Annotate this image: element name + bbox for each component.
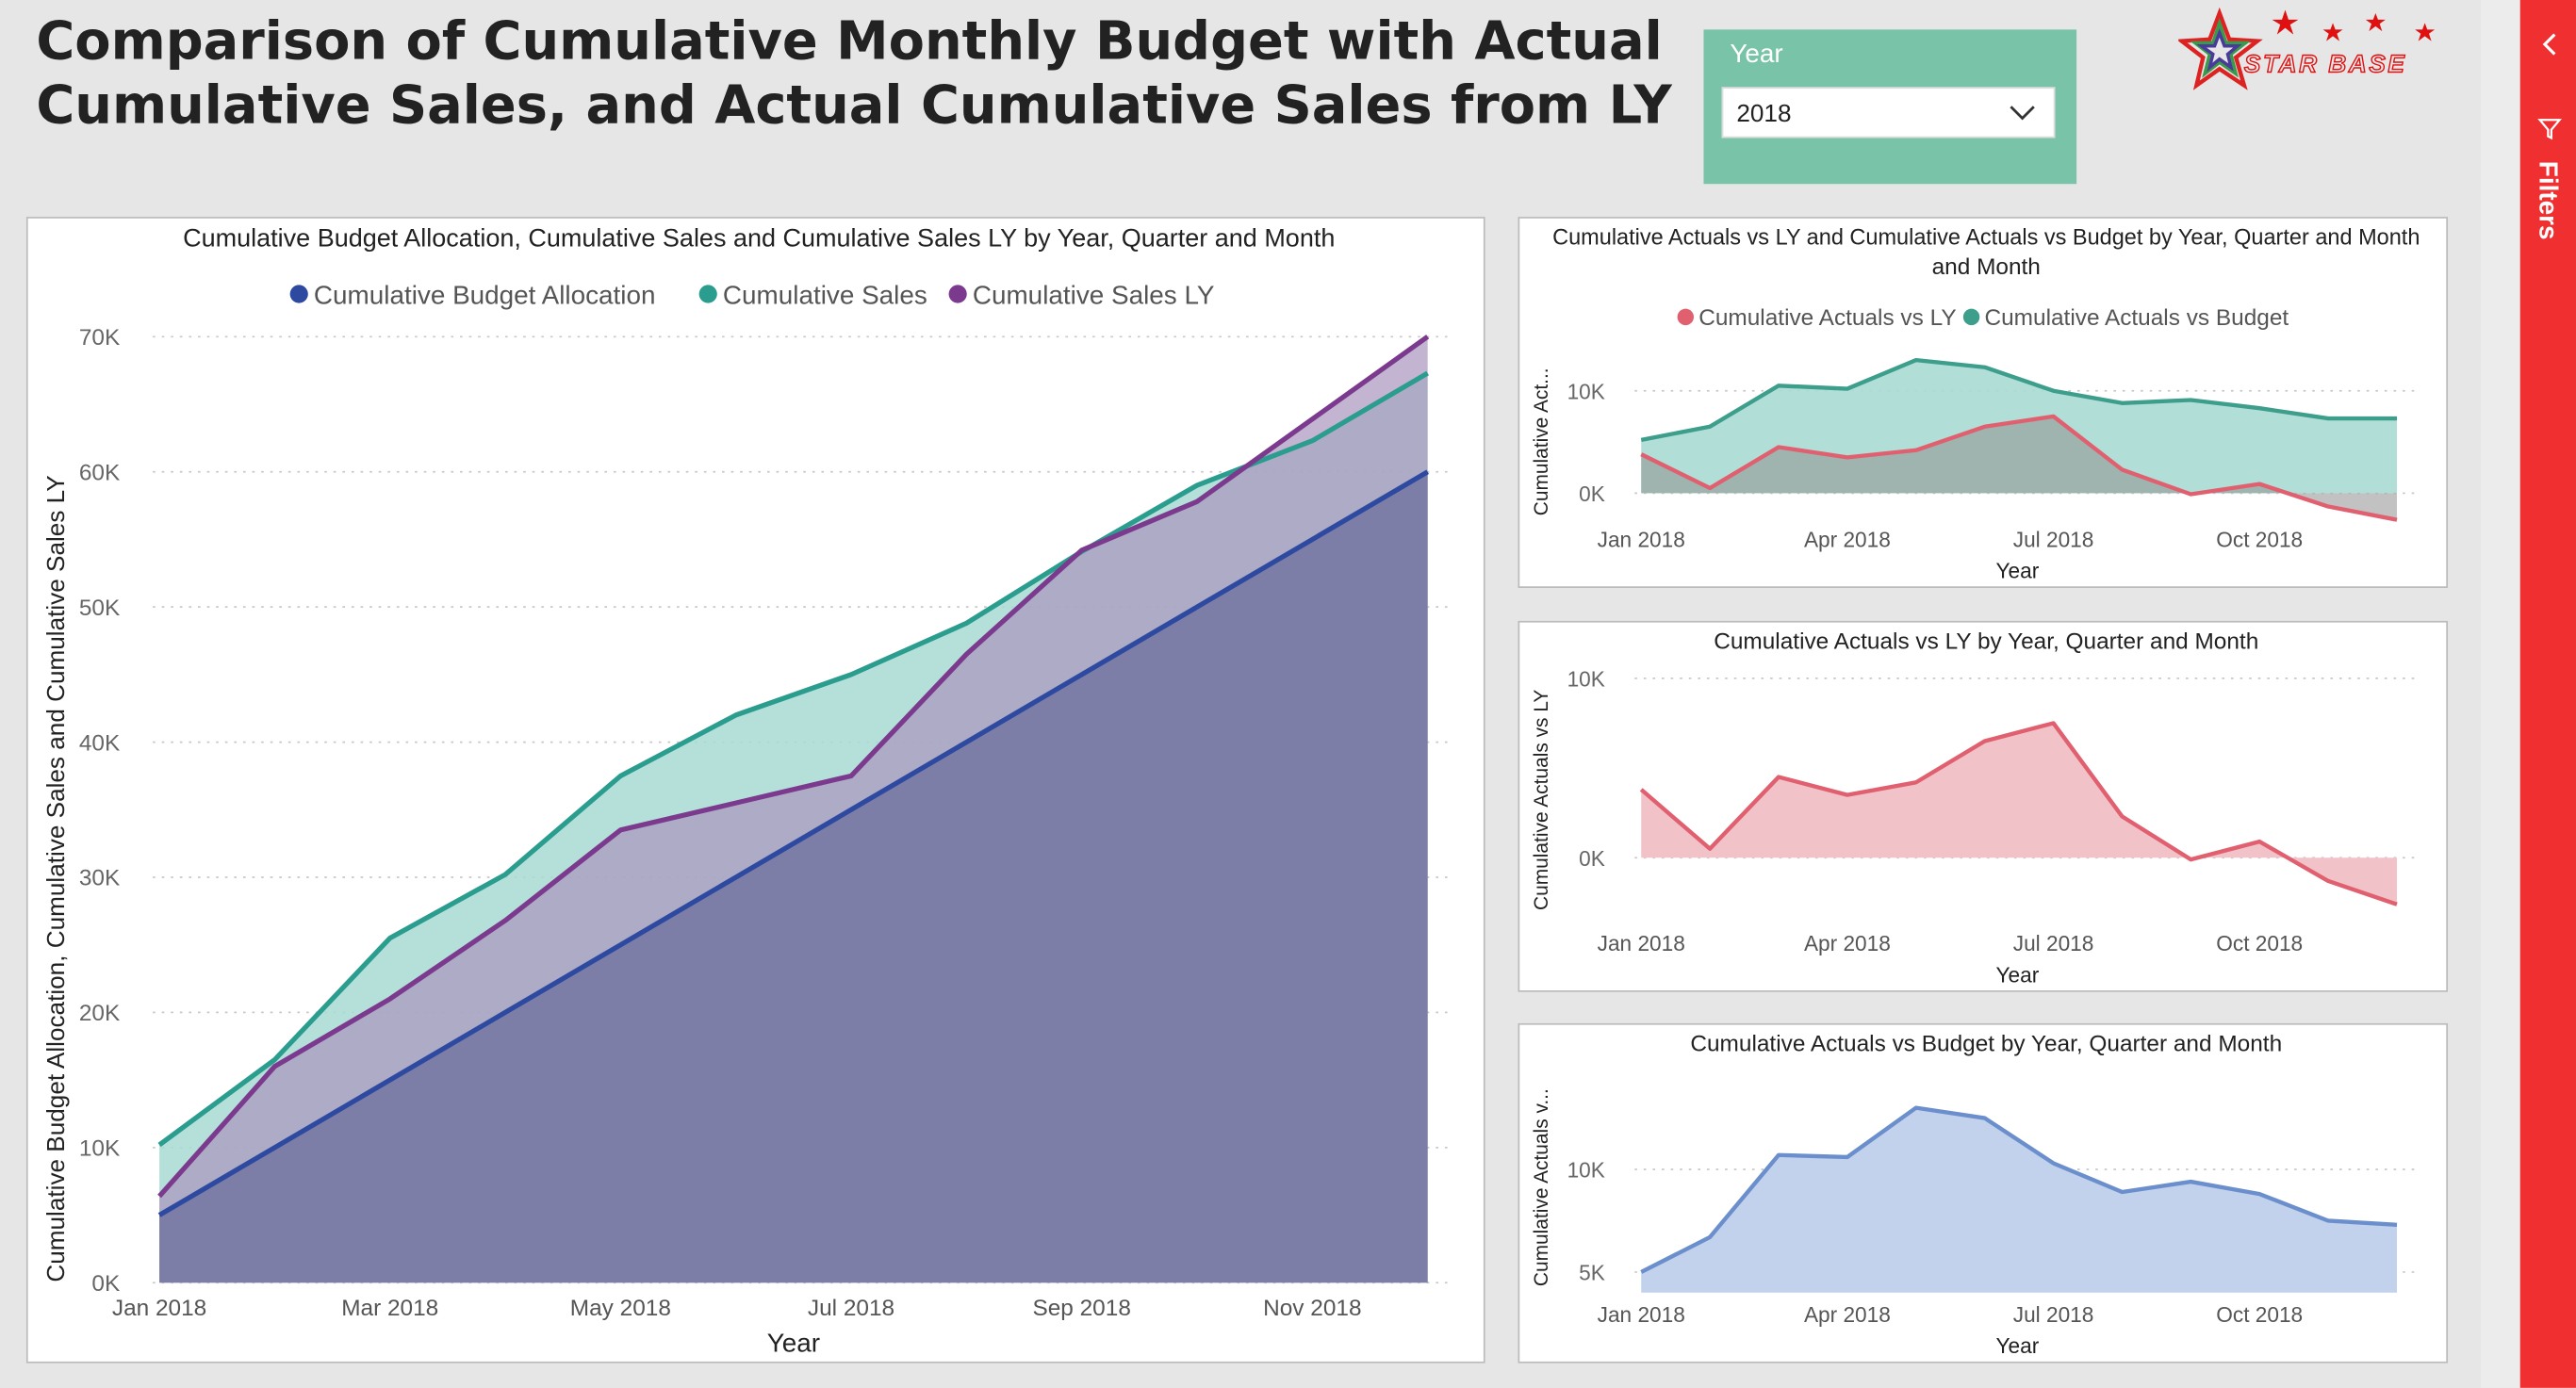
- legend-marker-vs-ly: [1677, 308, 1695, 326]
- legend-label-sales: Cumulative Sales: [723, 280, 927, 309]
- x-tick-label: Jul 2018: [2013, 527, 2094, 551]
- legend-marker-sales-ly: [948, 285, 967, 303]
- chevron-down-icon: [2010, 106, 2035, 121]
- chart-title: Cumulative Actuals vs Budget by Year, Qu…: [1690, 1032, 2282, 1057]
- x-tick-label: Apr 2018: [1804, 931, 1891, 955]
- x-tick-label: Jan 2018: [1598, 1302, 1685, 1327]
- page-title-line-2: Cumulative Sales, and Actual Cumulative …: [36, 73, 1672, 137]
- chart-title: Cumulative Actuals vs LY by Year, Quarte…: [1714, 629, 2258, 654]
- filters-pane[interactable]: [2519, 0, 2576, 1388]
- chart-title: Cumulative Actuals vs LY and Cumulative …: [1552, 225, 2420, 251]
- legend-marker-budget: [289, 285, 308, 303]
- canvas-gutter: [2480, 0, 2520, 1388]
- y-axis-title: Cumulative Act...: [1531, 367, 1552, 515]
- logo-small-stars-icon: [2272, 9, 2436, 41]
- legend-marker-vs-budget: [1962, 308, 1980, 326]
- y-tick-label: 10K: [1567, 667, 1605, 692]
- legend-label-sales-ly: Cumulative Sales LY: [973, 280, 1215, 309]
- line-sales[interactable]: [157, 370, 1429, 1148]
- x-tick-label: Apr 2018: [1804, 1302, 1891, 1327]
- line-vs-budget[interactable]: [1640, 357, 2398, 443]
- star-base-logo: STAR BASE: [2178, 7, 2436, 90]
- line-vs-ly[interactable]: [1640, 414, 2398, 522]
- main-chart-card[interactable]: Cumulative Budget Allocation, Cumulative…: [25, 217, 1487, 1365]
- x-tick-label: Jan 2018: [112, 1296, 206, 1321]
- legend-label-budget: Cumulative Budget Allocation: [314, 280, 656, 309]
- x-tick-label: Jul 2018: [2013, 1302, 2094, 1327]
- y-tick-label: 10K: [79, 1136, 120, 1162]
- line-vs-ly[interactable]: [1639, 721, 2398, 906]
- area-budget: [159, 471, 1428, 1283]
- y-axis-title: Cumulative Actuals v...: [1531, 1088, 1552, 1286]
- y-tick-label: 0K: [1579, 846, 1605, 871]
- x-axis-title: Year: [767, 1328, 820, 1357]
- page-title-line-1: Comparison of Cumulative Monthly Budget …: [36, 9, 1663, 73]
- year-dropdown[interactable]: 2018: [1721, 87, 2056, 139]
- area-vs-budget: [1641, 1107, 2398, 1293]
- filters-label[interactable]: Filters: [2533, 160, 2562, 240]
- y-tick-label: 0K: [1579, 482, 1605, 506]
- x-tick-label: Oct 2018: [2216, 1302, 2303, 1327]
- x-tick-label: Jan 2018: [1598, 931, 1685, 955]
- line-budget[interactable]: [157, 469, 1429, 1217]
- area-vs-ly: [1641, 416, 2398, 520]
- y-tick-label: 30K: [79, 866, 120, 891]
- x-tick-label: Mar 2018: [341, 1296, 438, 1321]
- actuals-vs-ly-and-budget-card[interactable]: Cumulative Actuals vs LY and Cumulative …: [1518, 217, 2449, 588]
- actuals-vs-budget-chart[interactable]: Cumulative Actuals vs Budget by Year, Qu…: [1519, 1025, 2450, 1365]
- page-title: Comparison of Cumulative Monthly Budget …: [36, 9, 1679, 138]
- y-tick-label: 0K: [91, 1271, 120, 1297]
- y-tick-label: 10K: [1567, 379, 1605, 403]
- y-tick-label: 70K: [79, 325, 120, 351]
- actuals-vs-ly-chart[interactable]: Cumulative Actuals vs LY by Year, Quarte…: [1519, 623, 2450, 994]
- line-sales-ly[interactable]: [157, 335, 1430, 1199]
- cumulative-budget-sales-chart[interactable]: Cumulative Budget Allocation, Cumulative…: [28, 219, 1487, 1365]
- x-tick-label: Oct 2018: [2216, 931, 2303, 955]
- x-tick-label: Oct 2018: [2216, 527, 2303, 551]
- chart-legend: Cumulative Actuals vs LY Cumulative Actu…: [1677, 305, 2289, 331]
- x-tick-label: Jul 2018: [2013, 931, 2094, 955]
- legend-marker-sales: [698, 285, 717, 303]
- y-tick-label: 20K: [79, 1001, 120, 1026]
- x-axis-title: Year: [1996, 1333, 2040, 1358]
- chart-title-wrap: and Month: [1932, 254, 2041, 280]
- x-tick-label: Nov 2018: [1263, 1296, 1361, 1321]
- chart-legend: Cumulative Budget Allocation Cumulative …: [289, 280, 1215, 309]
- y-tick-label: 5K: [1579, 1261, 1605, 1285]
- logo-star-icon: [2178, 7, 2263, 90]
- area-vs-ly: [1641, 723, 2398, 905]
- actuals-vs-ly-card[interactable]: Cumulative Actuals vs LY by Year, Quarte…: [1518, 620, 2450, 994]
- x-tick-label: May 2018: [570, 1296, 671, 1321]
- y-axis-title: Cumulative Actuals vs LY: [1531, 690, 1552, 910]
- year-slicer: Year 2018: [1703, 29, 2077, 185]
- actuals-vs-budget-card[interactable]: Cumulative Actuals vs Budget by Year, Qu…: [1518, 1022, 2450, 1365]
- y-tick-label: 50K: [79, 596, 120, 621]
- actuals-vs-ly-and-budget-chart[interactable]: Cumulative Actuals vs LY and Cumulative …: [1519, 219, 2450, 590]
- filter-icon: [2537, 119, 2562, 140]
- legend-label-vs-budget: Cumulative Actuals vs Budget: [1985, 305, 2289, 331]
- x-tick-label: Jul 2018: [808, 1296, 894, 1321]
- legend-label-vs-ly: Cumulative Actuals vs LY: [1698, 305, 1956, 331]
- x-axis-title: Year: [1996, 962, 2040, 987]
- y-tick-label: 10K: [1567, 1158, 1605, 1183]
- y-axis-title: Cumulative Budget Allocation, Cumulative…: [41, 475, 70, 1282]
- chart-title: Cumulative Budget Allocation, Cumulative…: [183, 223, 1335, 252]
- logo-text: STAR BASE: [2244, 50, 2407, 78]
- y-tick-label: 40K: [79, 730, 120, 756]
- x-axis-title: Year: [1996, 559, 2040, 583]
- x-tick-label: Jan 2018: [1598, 527, 1685, 551]
- line-vs-budget[interactable]: [1640, 1105, 2398, 1274]
- x-tick-label: Sep 2018: [1032, 1296, 1130, 1321]
- chevron-left-icon[interactable]: [2536, 29, 2563, 58]
- x-tick-label: Apr 2018: [1804, 527, 1891, 551]
- y-tick-label: 60K: [79, 460, 120, 485]
- year-slicer-title: Year: [1730, 41, 1783, 70]
- year-dropdown-value: 2018: [1736, 100, 1792, 128]
